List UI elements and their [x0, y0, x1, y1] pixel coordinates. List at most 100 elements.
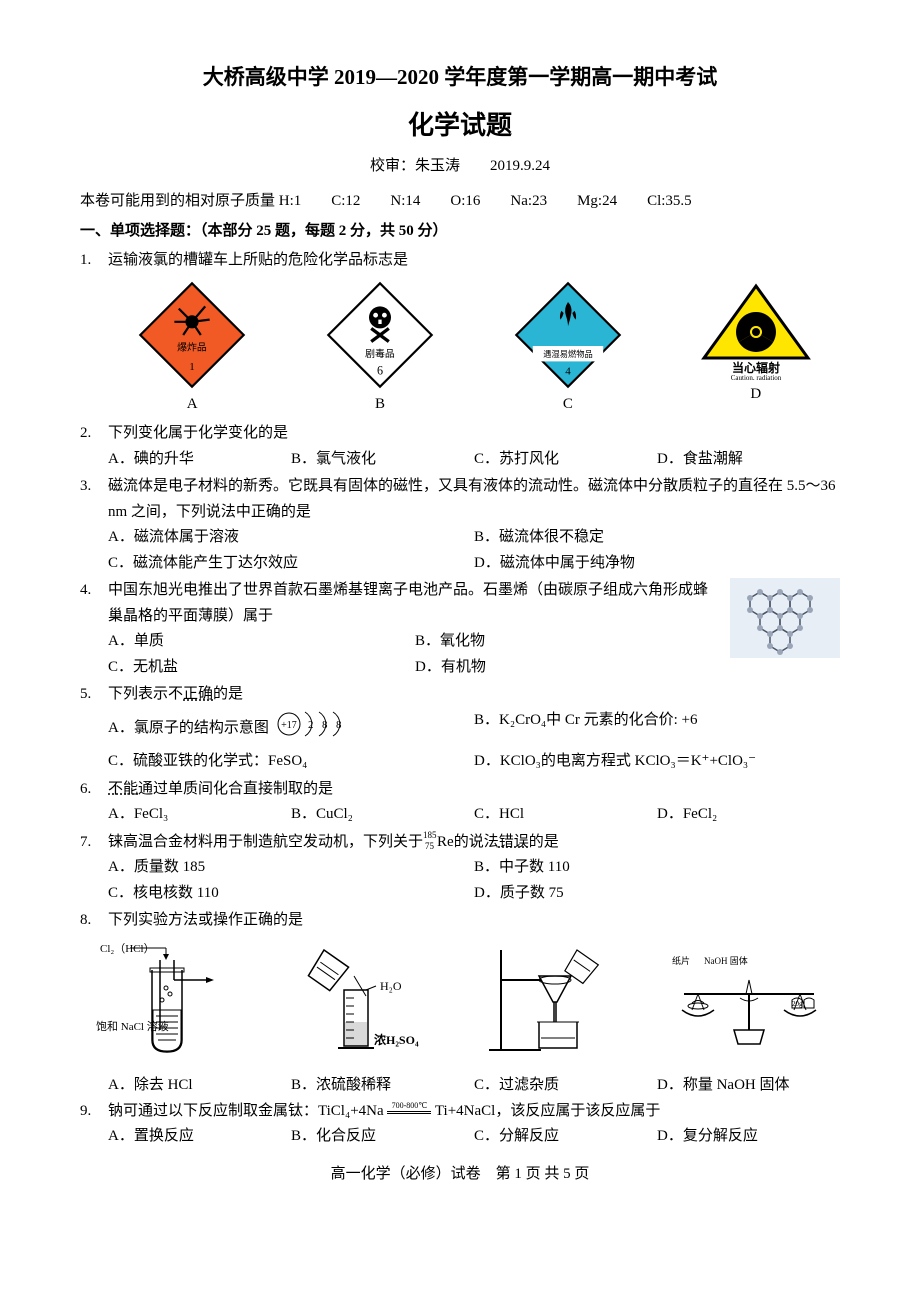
question-number: 7. — [80, 830, 108, 856]
option-c: C．磁流体能产生丁达尔效应 — [108, 551, 474, 577]
page-footer: 高一化学（必修）试卷 第 1 页 共 5 页 — [80, 1162, 840, 1188]
option-c: C．苏打风化 — [474, 447, 657, 473]
option-d: D．质子数 75 — [474, 881, 840, 907]
option-c-hazard: 遇湿易燃物品 4 C — [484, 280, 652, 418]
section-header: 一、单项选择题：（本部分 25 题，每题 2 分，共 50 分） — [80, 219, 840, 245]
option-a: A．置换反应 — [108, 1124, 291, 1150]
question-3: 3. 磁流体是电子材料的新秀。它既具有固体的磁性，又具有液体的流动性。磁流体中分… — [80, 474, 840, 576]
question-2: 2. 下列变化属于化学变化的是 A．碘的升华 B．氯气液化 C．苏打风化 D．食… — [80, 421, 840, 472]
svg-text:6: 6 — [377, 363, 383, 377]
question-7: 7. 铼高温合金材料用于制造航空发动机，下列关于18575Re的说法错误的是 A… — [80, 830, 840, 907]
svg-text:NaOH 固体: NaOH 固体 — [704, 955, 748, 966]
water-reactive-icon: 遇湿易燃物品 4 — [513, 280, 623, 390]
option-c: C．分解反应 — [474, 1124, 657, 1150]
option-a-hazard: 爆炸品 1 A — [108, 280, 276, 418]
page-subtitle: 化学试题 — [80, 104, 840, 148]
svg-text:剧毒品: 剧毒品 — [365, 347, 395, 360]
option-c: C．HCl — [474, 802, 657, 828]
question-number: 5. — [80, 682, 108, 708]
svg-text:4: 4 — [565, 365, 571, 377]
option-b: B．中子数 110 — [474, 855, 840, 881]
question-8: 8. 下列实验方法或操作正确的是 — [80, 908, 840, 934]
option-a: A．单质 — [108, 629, 415, 655]
option-a: A．质量数 185 — [108, 855, 474, 881]
option-c: C．核电核数 110 — [108, 881, 474, 907]
option-d: D．KClO₃的电离方程式 KClO₃＝K⁺+ClO₃⁻ — [474, 749, 840, 775]
filtration-icon — [481, 940, 631, 1060]
option-b: B．CuCl₂ — [291, 802, 474, 828]
option-d: D．磁流体中属于纯净物 — [474, 551, 840, 577]
option-label-b: B — [296, 392, 464, 418]
page-title: 大桥高级中学 2019—2020 学年度第一学期高一期中考试 — [80, 60, 840, 96]
option-b: B．化合反应 — [291, 1124, 474, 1150]
question-stem: 下列表示不正确的是 — [108, 682, 840, 708]
question-stem: 钠可通过以下反应制取金属钛：TiCl₄+4Na 700-800℃ Ti+4NaC… — [108, 1099, 840, 1125]
option-d: D．食盐潮解 — [657, 447, 840, 473]
svg-text:20g: 20g — [792, 1000, 803, 1008]
question-number: 4. — [80, 578, 108, 604]
option-d: D．FeCl₂ — [657, 802, 840, 828]
question-6: 6. 不能通过单质间化合直接制取的是 A．FeCl₃ B．CuCl₂ C．HCl… — [80, 777, 840, 828]
option-b: B．磁流体很不稳定 — [474, 525, 840, 551]
option-label-d: D — [672, 382, 840, 408]
question-stem: 运输液氯的槽罐车上所贴的危险化学品标志是 — [108, 248, 840, 274]
question-9: 9. 钠可通过以下反应制取金属钛：TiCl₄+4Na 700-800℃ Ti+4… — [80, 1099, 840, 1150]
option-d: D．复分解反应 — [657, 1124, 840, 1150]
question-5: 5. 下列表示不正确的是 A．氯原子的结构示意图 +17 2 8 8 — [80, 682, 840, 775]
question-number: 3. — [80, 474, 108, 500]
question-number: 8. — [80, 908, 108, 934]
svg-text:遇湿易燃物品: 遇湿易燃物品 — [543, 349, 593, 359]
apparatus-d: 纸片 NaOH 固体 20g — [658, 950, 840, 1070]
option-label-c: C — [484, 392, 652, 418]
question-stem: 下列实验方法或操作正确的是 — [108, 908, 840, 934]
apparatus-a: Cl₂（HCl） 饱和 NaCl 溶液 — [80, 940, 262, 1070]
atom-structure-icon: +17 2 8 8 — [275, 708, 365, 750]
option-b-hazard: 剧毒品 6 B — [296, 280, 464, 418]
question-number: 1. — [80, 248, 108, 274]
option-a: A．FeCl₃ — [108, 802, 291, 828]
question-stem: 铼高温合金材料用于制造航空发动机，下列关于18575Re的说法错误的是 — [108, 830, 840, 856]
option-c: C．过滤杂质 — [474, 1073, 657, 1099]
option-label-a: A — [108, 392, 276, 418]
svg-text:8: 8 — [322, 719, 328, 731]
option-a: A．除去 HCl — [108, 1073, 291, 1099]
svg-text:1: 1 — [189, 361, 195, 373]
option-d: D．称量 NaOH 固体 — [657, 1073, 840, 1099]
svg-text:当心辐射: 当心辐射 — [732, 360, 780, 375]
svg-text:爆炸品: 爆炸品 — [177, 341, 207, 353]
option-b: B．氯气液化 — [291, 447, 474, 473]
explosive-icon: 爆炸品 1 — [137, 280, 247, 390]
apparatus-b: H₂O 浓H₂SO₄ — [273, 940, 455, 1070]
svg-text:纸片: 纸片 — [672, 955, 690, 966]
svg-text:饱和 NaCl 溶液: 饱和 NaCl 溶液 — [96, 1019, 169, 1033]
test-tube-icon: Cl₂（HCl） 饱和 NaCl 溶液 — [96, 940, 246, 1060]
question-stem: 下列变化属于化学变化的是 — [108, 421, 840, 447]
option-a: A．碘的升华 — [108, 447, 291, 473]
apparatus-row: Cl₂（HCl） 饱和 NaCl 溶液 — [80, 940, 840, 1070]
option-c: C．硫酸亚铁的化学式：FeSO₄ — [108, 749, 474, 775]
option-a: A．磁流体属于溶液 — [108, 525, 474, 551]
question-number: 2. — [80, 421, 108, 447]
option-a: A．氯原子的结构示意图 +17 2 8 8 — [108, 708, 474, 750]
question-stem: 不能通过单质间化合直接制取的是 — [108, 777, 840, 803]
graphene-icon — [730, 578, 840, 658]
option-b: B．浓硫酸稀释 — [291, 1073, 474, 1099]
proofread-line: 校审：朱玉涛 2019.9.24 — [80, 154, 840, 180]
question-number: 9. — [80, 1099, 108, 1125]
svg-text:+17: +17 — [281, 720, 297, 731]
question-1: 1. 运输液氯的槽罐车上所贴的危险化学品标志是 爆炸品 — [80, 248, 840, 419]
balance-icon: 纸片 NaOH 固体 20g — [664, 950, 834, 1060]
radiation-icon: 当心辐射 Caution, radiation — [696, 280, 816, 380]
svg-text:Caution, radiation: Caution, radiation — [731, 374, 782, 380]
question-number: 6. — [80, 777, 108, 803]
svg-text:H₂O: H₂O — [380, 979, 402, 993]
option-d-hazard: 当心辐射 Caution, radiation D — [672, 280, 840, 418]
option-b: B．K₂CrO₄中 Cr 元素的化合价: +6 — [474, 708, 840, 750]
apparatus-c — [465, 940, 647, 1070]
option-b: B．氧化物 — [415, 629, 722, 655]
atomic-mass-line: 本卷可能用到的相对原子质量 H:1 C:12 N:14 O:16 Na:23 M… — [80, 189, 840, 215]
toxic-icon: 剧毒品 6 — [325, 280, 435, 390]
svg-text:浓H₂SO₄: 浓H₂SO₄ — [374, 1032, 419, 1047]
option-d: D．有机物 — [415, 655, 722, 681]
question-4: 4. 中国东旭光电推出了世界首款石墨烯基锂离 — [80, 578, 840, 680]
